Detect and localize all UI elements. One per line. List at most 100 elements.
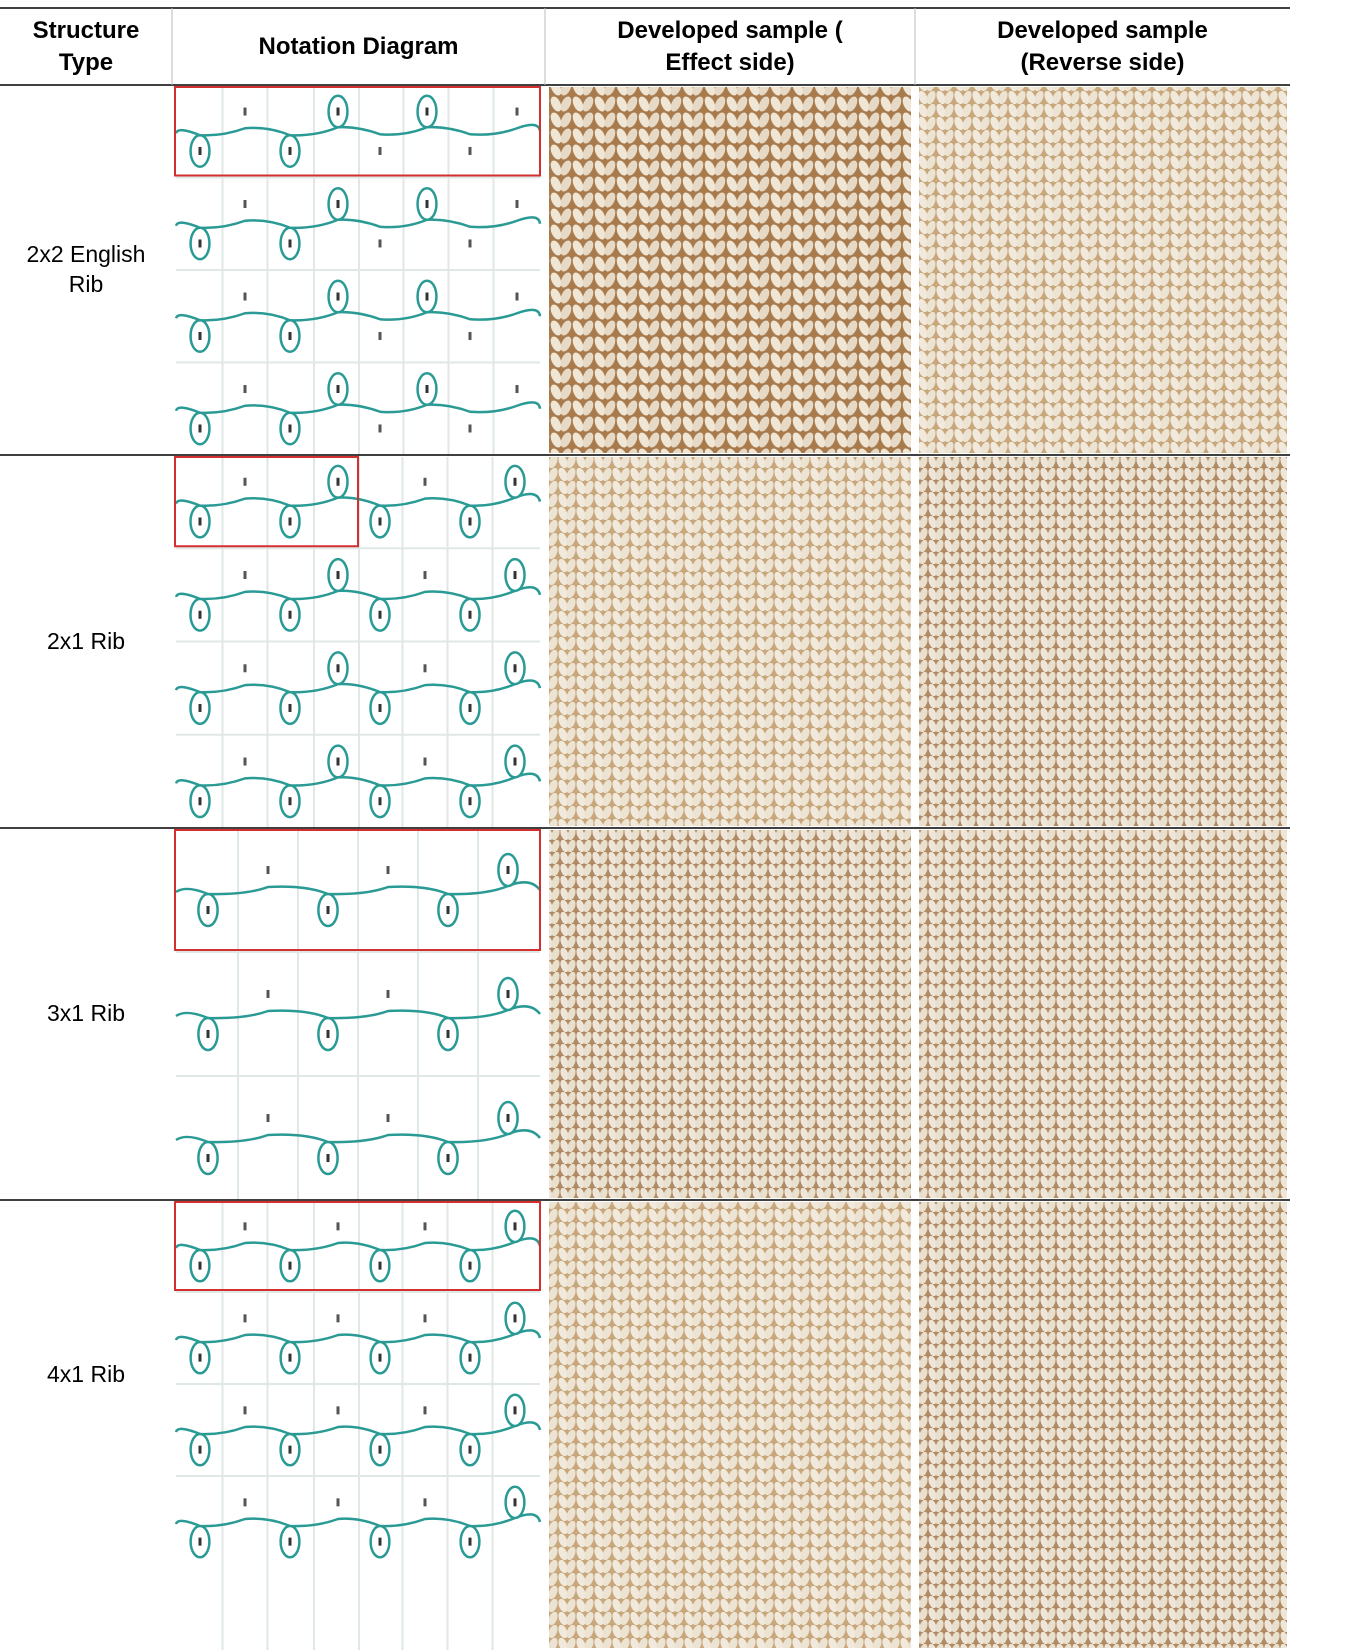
needle-dot [244, 200, 247, 208]
needle-dot [289, 239, 292, 247]
needle-dot [199, 239, 202, 247]
needle-dot [424, 1222, 427, 1230]
needle-dot [199, 611, 202, 619]
needle-dot [244, 571, 247, 579]
needle-dot [379, 611, 382, 619]
needle-dot [469, 1446, 472, 1454]
needle-dot [289, 1262, 292, 1270]
needle-dot [426, 385, 429, 393]
structure-type: 4x1 Rib [11, 1360, 161, 1390]
needle-dot [379, 517, 382, 525]
notation-diagram [175, 457, 540, 828]
needle-dot [244, 664, 247, 672]
needle-dot [424, 1498, 427, 1506]
needle-dot [516, 108, 519, 116]
needle-dot [379, 1446, 382, 1454]
needle-dot [244, 1498, 247, 1506]
effect-sample-photo [549, 830, 911, 1198]
needle-dot [327, 1030, 330, 1038]
needle-dot [514, 478, 517, 486]
needle-dot [514, 1314, 517, 1322]
needle-dot [199, 332, 202, 340]
row-label-cell: 2x2 English Rib [0, 85, 172, 455]
needle-dot [267, 990, 270, 998]
needle-dot [267, 1114, 270, 1122]
needle-dot [199, 1538, 202, 1546]
needle-dot [337, 1314, 340, 1322]
needle-dot [207, 1154, 210, 1162]
needle-dot [337, 293, 340, 301]
needle-dot [244, 1406, 247, 1414]
needle-dot [289, 1446, 292, 1454]
needle-dot [507, 1114, 510, 1122]
repeat-box [175, 87, 540, 176]
needle-dot [426, 293, 429, 301]
needle-dot [447, 1154, 450, 1162]
needle-dot [426, 200, 429, 208]
notation-diagram [175, 1202, 540, 1650]
needle-dot [507, 990, 510, 998]
row-label-cell: 4x1 Rib [0, 1200, 172, 1550]
needle-dot [469, 611, 472, 619]
header-text: Developed sample (Reverse side) [978, 15, 1228, 77]
needle-dot [289, 1538, 292, 1546]
needle-dot [199, 1354, 202, 1362]
row-label-cell: 3x1 Rib [0, 828, 172, 1200]
effect-sample-photo [549, 457, 911, 826]
needle-dot [337, 758, 340, 766]
needle-dot [199, 424, 202, 432]
needle-dot [289, 147, 292, 155]
needle-dot [244, 478, 247, 486]
needle-dot [379, 704, 382, 712]
needle-dot [379, 424, 382, 432]
needle-dot [207, 906, 210, 914]
needle-dot [514, 1406, 517, 1414]
needle-dot [379, 147, 382, 155]
header-cell: Developed sample (Reverse side) [915, 8, 1290, 85]
needle-dot [379, 1538, 382, 1546]
needle-dot [516, 293, 519, 301]
needle-dot [514, 1498, 517, 1506]
needle-dot [337, 478, 340, 486]
notation-diagram [175, 87, 540, 455]
needle-dot [337, 108, 340, 116]
needle-dot [469, 424, 472, 432]
needle-dot [289, 704, 292, 712]
needle-dot [469, 1262, 472, 1270]
needle-dot [447, 906, 450, 914]
needle-dot [337, 385, 340, 393]
needle-dot [426, 108, 429, 116]
header-cell: Notation Diagram [172, 8, 545, 85]
needle-dot [379, 1354, 382, 1362]
needle-dot [337, 1222, 340, 1230]
needle-dot [514, 758, 517, 766]
structure-type: 3x1 Rib [11, 999, 161, 1029]
needle-dot [289, 424, 292, 432]
needle-dot [514, 571, 517, 579]
needle-dot [289, 517, 292, 525]
needle-dot [387, 1114, 390, 1122]
row-label-cell: 2x1 Rib [0, 455, 172, 828]
needle-dot [337, 571, 340, 579]
needle-dot [379, 797, 382, 805]
needle-dot [199, 1446, 202, 1454]
needle-dot [507, 866, 510, 874]
needle-dot [424, 664, 427, 672]
needle-dot [207, 1030, 210, 1038]
repeat-box [175, 1202, 540, 1290]
reverse-sample-photo [919, 87, 1287, 453]
needle-dot [289, 611, 292, 619]
needle-dot [199, 704, 202, 712]
needle-dot [387, 990, 390, 998]
needle-dot [469, 332, 472, 340]
header-cell: Developed sample ( Effect side) [545, 8, 915, 85]
needle-dot [327, 1154, 330, 1162]
needle-dot [469, 1354, 472, 1362]
reverse-sample-photo [919, 1202, 1287, 1648]
needle-dot [424, 1314, 427, 1322]
needle-dot [469, 239, 472, 247]
needle-dot [244, 1314, 247, 1322]
needle-dot [199, 517, 202, 525]
page: Structure Type Notation Diagram Develope… [0, 0, 1363, 1650]
notation-diagram [175, 830, 540, 1200]
